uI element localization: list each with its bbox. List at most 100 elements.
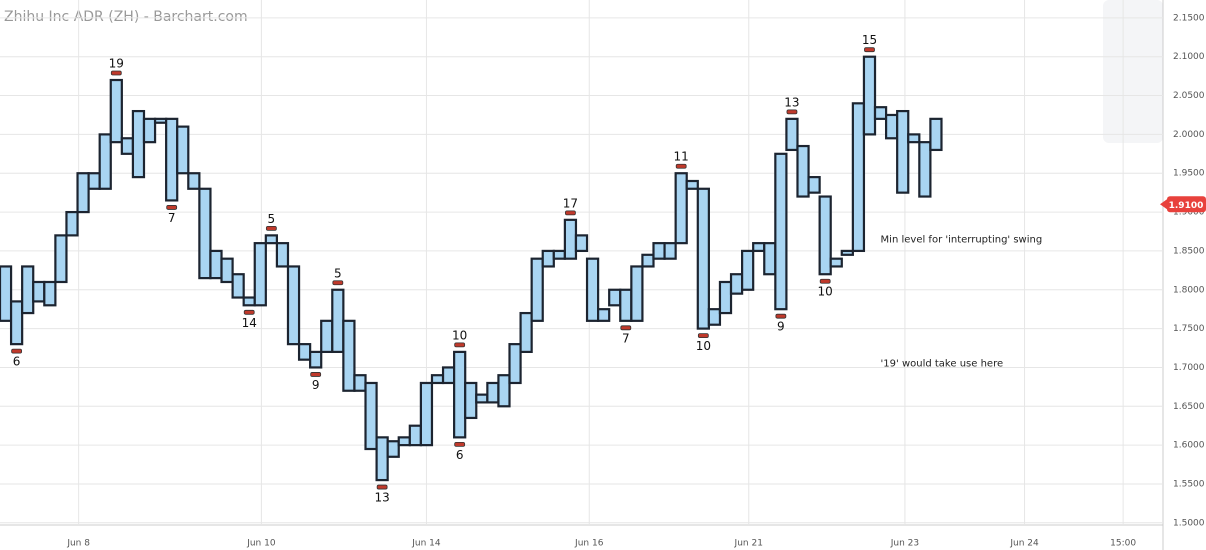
swing-box [663,242,677,260]
swing-box [641,253,655,268]
swing-box [187,172,201,190]
y-tick-label: 2.0500 [1173,91,1205,101]
swing-count: 6 [456,448,464,462]
swing-box [929,117,943,152]
swing-count: 5 [334,266,342,280]
last-price-label: 1.9100 [1169,201,1204,211]
swing-box [796,144,810,198]
swing-box [907,133,921,144]
annotation: '19' would take use here [881,359,1004,370]
swing-box [696,187,710,330]
swing-box [718,280,733,315]
y-tick-label: 1.6000 [1173,441,1205,451]
y-tick-label: 1.9500 [1173,169,1205,179]
swing-marker [243,309,255,315]
x-tick-label: Jun 23 [890,539,919,549]
swing-marker [675,163,687,169]
swing-box [397,436,411,447]
swing-marker [265,225,277,231]
swing-box [464,381,478,420]
swing-box [386,440,400,458]
annotation: Min level for 'interrupting' swing [881,234,1043,245]
swing-box [497,374,511,408]
swing-box [619,288,633,322]
swing-box [674,172,688,245]
swing-box [419,381,434,447]
swing-marker [620,325,632,331]
swing-marker [376,484,388,490]
x-tick-label: Jun 16 [574,539,604,549]
swing-marker [166,205,178,210]
swing-box [896,109,910,194]
swing-box [774,152,788,311]
swing-count: 6 [13,355,21,369]
swing-count: 11 [674,150,689,164]
swing-box [153,117,168,124]
x-tick-label: Jun 8 [66,539,90,549]
swing-box [541,249,555,268]
y-tick-label: 1.8500 [1173,246,1205,256]
swing-box [275,242,290,268]
swing-count: 5 [268,212,276,226]
swing-box [76,172,90,214]
swing-box [862,55,877,136]
y-tick-label: 2.1500 [1173,13,1205,23]
swing-box [453,350,467,439]
swing-box [142,117,157,144]
swing-box [508,343,522,385]
swing-box [32,280,46,303]
swing-box [884,113,899,140]
y-tick-label: 2.0000 [1173,130,1205,140]
swing-box [652,242,666,260]
swing-box [552,249,566,260]
swing-count: 14 [242,316,257,330]
x-tick-label: Jun 21 [734,539,763,549]
swing-box [264,234,279,245]
swing-box [209,249,223,280]
swing-count: 13 [784,95,799,109]
y-tick-label: 1.7500 [1173,324,1205,334]
y-tick-label: 1.8000 [1173,285,1205,295]
x-tick-label: Jun 14 [411,539,441,549]
last-price-pointer [1160,199,1167,210]
swing-box [375,436,389,482]
swing-box [818,195,832,276]
swing-marker [310,372,322,377]
swing-count: 15 [862,33,877,47]
swing-box [309,350,323,369]
swing-box [563,218,578,260]
swing-box [752,242,766,253]
swing-box [630,265,644,322]
chart-title: Zhihu Inc ADR (ZH) - Barchart.com [4,9,248,25]
y-tick-label: 1.9000 [1173,208,1205,218]
swing-box [331,288,345,354]
swing-count: 9 [777,320,785,334]
swing-marker [110,70,122,76]
swing-box [253,242,267,307]
swing-box [0,265,13,322]
swing-box [486,381,500,404]
swing-box [320,319,334,354]
swing-box [242,296,256,307]
swing-box [530,257,544,322]
swing-box [54,234,68,284]
swing-box [685,179,699,190]
swing-box [829,257,843,268]
swing-box [763,242,777,276]
swing-box [87,172,101,190]
swing-box [707,308,722,326]
swing-box [9,300,24,346]
swing-box [131,109,146,179]
swing-count: 7 [168,211,176,225]
swing-box [475,393,489,404]
swing-box [840,249,854,256]
y-tick-label: 1.6500 [1173,402,1205,412]
swing-marker [819,278,831,284]
swing-box [441,366,456,385]
swing-box [220,257,234,284]
swing-box [574,234,589,253]
x-tick-label: 15:00 [1110,539,1136,549]
swing-box [408,424,422,447]
swing-box [165,117,179,202]
